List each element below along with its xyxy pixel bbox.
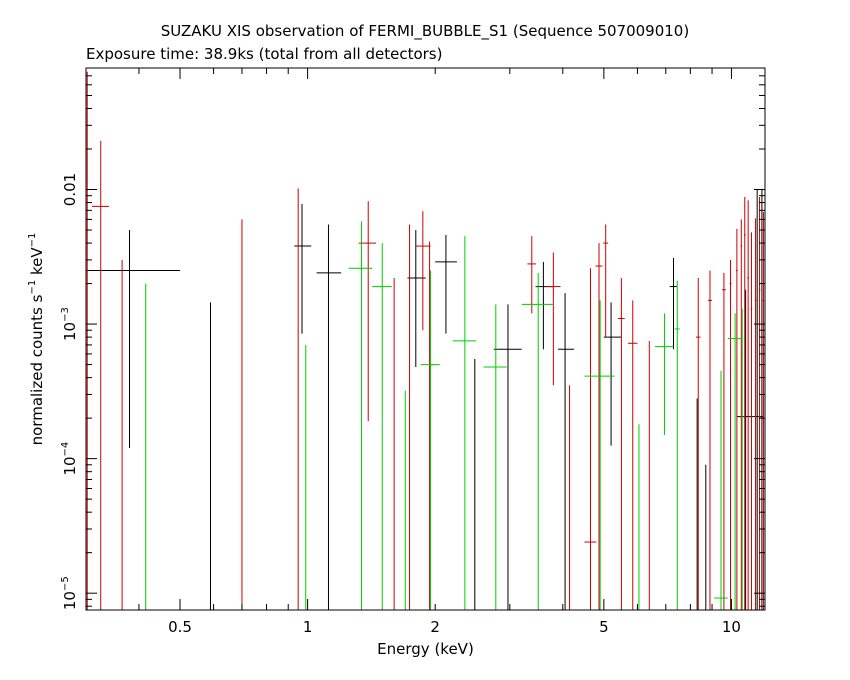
y-tick-label: 10−3	[60, 307, 79, 341]
y-tick-label-base: 0.01	[61, 173, 79, 206]
chart-subtitle: Exposure time: 38.9ks (total from all de…	[86, 45, 443, 63]
x-tick-label: 2	[430, 618, 440, 636]
y-tick-label-exp: −5	[60, 576, 71, 591]
x-tick-label: 1	[303, 618, 313, 636]
x-axis-label: Energy (keV)	[377, 640, 474, 658]
y-tick-label-exp: −3	[60, 307, 71, 322]
y-tick-label: 0.01	[61, 173, 79, 206]
y-tick-label-exp: −4	[60, 442, 71, 457]
x-tick-label: 10	[722, 618, 741, 636]
y-axis-label-exp1: −1	[27, 280, 38, 295]
y-tick-label-base: 10	[61, 456, 79, 475]
y-tick-label: 10−4	[60, 442, 79, 476]
y-axis-label-main: normalized counts s	[28, 294, 46, 445]
y-tick-label: 10−5	[60, 576, 79, 610]
x-tick-label: 5	[599, 618, 609, 636]
y-axis-label-exp2: −1	[27, 233, 38, 248]
plot-frame	[85, 67, 766, 611]
y-tick-label-base: 10	[61, 591, 79, 610]
y-tick-label-base: 10	[61, 322, 79, 341]
data-series-group	[86, 71, 765, 610]
y-axis-label-unit: keV	[28, 247, 46, 280]
chart-title: SUZAKU XIS observation of FERMI_BUBBLE_S…	[160, 22, 690, 40]
y-axis-label: normalized counts s−1 keV−1	[27, 233, 46, 446]
x-tick-label: 0.5	[168, 618, 192, 636]
